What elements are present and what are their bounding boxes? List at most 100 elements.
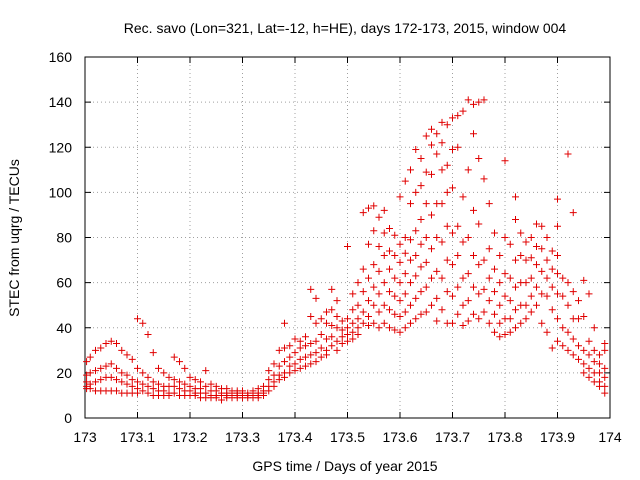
- data-point: [564, 328, 572, 336]
- data-point: [412, 272, 420, 280]
- data-point: [386, 324, 393, 332]
- data-point: [601, 340, 609, 348]
- data-point: [491, 229, 498, 237]
- data-point: [181, 364, 189, 372]
- data-point: [522, 315, 530, 323]
- data-point: [501, 331, 509, 339]
- y-tick-label: 60: [56, 275, 72, 291]
- data-point: [506, 328, 514, 336]
- data-point: [165, 373, 173, 381]
- data-point: [170, 389, 178, 397]
- data-point: [155, 380, 162, 388]
- data-point: [590, 346, 598, 354]
- data-point: [506, 274, 514, 282]
- data-point: [480, 285, 488, 293]
- data-point: [459, 274, 467, 282]
- data-point: [97, 344, 105, 352]
- data-point: [407, 236, 414, 244]
- data-point: [386, 265, 393, 273]
- data-point: [601, 364, 609, 372]
- data-point: [585, 364, 593, 372]
- y-axis-label: STEC from uqrg / TECUs: [6, 159, 22, 317]
- data-point: [554, 252, 561, 260]
- data-point: [491, 265, 498, 273]
- data-point: [428, 245, 435, 253]
- data-point: [396, 297, 404, 305]
- data-point: [569, 209, 577, 217]
- data-point: [128, 376, 136, 384]
- data-point: [464, 317, 472, 325]
- data-point: [464, 270, 472, 278]
- data-point: [428, 125, 435, 133]
- y-tick-label: 20: [56, 365, 72, 381]
- data-point: [422, 200, 430, 208]
- data-point: [590, 324, 598, 332]
- data-point: [449, 319, 456, 327]
- data-point: [443, 256, 451, 264]
- data-point: [433, 294, 441, 302]
- data-point: [380, 301, 388, 309]
- data-point: [449, 292, 456, 300]
- data-point: [113, 364, 120, 372]
- x-tick-label: 173.3: [225, 429, 260, 445]
- data-point: [512, 306, 519, 314]
- data-point: [396, 312, 404, 320]
- data-point: [328, 333, 336, 341]
- data-point: [302, 333, 309, 341]
- data-point: [92, 367, 99, 375]
- data-point: [438, 139, 446, 147]
- data-point: [186, 373, 194, 381]
- data-point: [386, 306, 393, 314]
- data-point: [181, 380, 189, 388]
- data-point: [543, 234, 551, 241]
- data-point: [359, 209, 367, 217]
- data-point: [359, 319, 367, 327]
- data-point: [286, 369, 294, 377]
- data-point: [401, 290, 409, 298]
- data-point: [480, 308, 488, 316]
- data-point: [569, 288, 577, 296]
- data-point: [391, 292, 399, 300]
- data-point: [428, 274, 435, 282]
- data-point: [260, 391, 267, 399]
- data-point: [454, 310, 462, 318]
- x-axis-label: GPS time / Days of year 2015: [252, 458, 437, 474]
- data-point: [475, 290, 483, 298]
- data-point: [475, 98, 483, 106]
- data-point: [296, 344, 304, 352]
- data-point: [365, 240, 372, 248]
- data-point: [580, 312, 588, 320]
- data-point: [512, 283, 519, 291]
- data-point: [438, 118, 446, 126]
- data-point: [601, 382, 609, 390]
- data-point: [454, 143, 462, 151]
- data-point: [559, 292, 567, 300]
- data-point: [370, 319, 378, 327]
- data-point: [291, 349, 299, 357]
- data-point: [296, 355, 304, 363]
- data-point: [128, 382, 136, 390]
- y-tick-label: 100: [49, 184, 73, 200]
- data-point: [333, 324, 341, 332]
- data-point: [286, 362, 294, 370]
- data-point: [328, 285, 336, 293]
- data-point: [365, 274, 372, 282]
- data-point: [475, 155, 483, 163]
- data-point: [333, 297, 341, 305]
- data-point: [375, 213, 383, 221]
- data-point: [107, 373, 115, 381]
- data-point: [601, 389, 609, 397]
- data-point: [128, 355, 136, 363]
- data-point: [401, 270, 409, 278]
- data-point: [485, 274, 493, 282]
- data-point: [422, 234, 430, 241]
- data-point: [149, 349, 157, 357]
- data-point: [281, 319, 288, 327]
- data-point: [496, 333, 504, 341]
- data-point: [275, 362, 283, 370]
- data-point: [333, 346, 341, 354]
- data-point: [275, 346, 283, 354]
- data-point: [443, 121, 451, 129]
- data-point: [538, 245, 546, 253]
- data-point: [338, 317, 346, 325]
